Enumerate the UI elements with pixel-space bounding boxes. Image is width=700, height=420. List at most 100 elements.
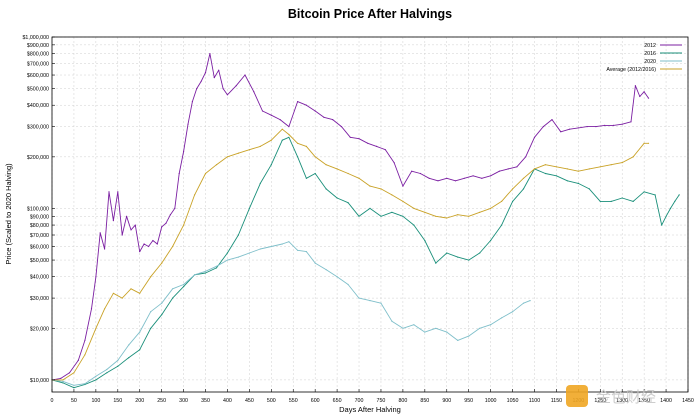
data-point [501, 224, 503, 226]
data-point [468, 215, 470, 217]
data-point [259, 248, 261, 250]
data-point [402, 327, 404, 329]
data-point [380, 215, 382, 217]
data-point [297, 156, 299, 158]
y-tick-label: $10,000 [30, 378, 49, 384]
data-point [314, 156, 316, 158]
data-point [281, 139, 283, 141]
data-point [380, 302, 382, 304]
data-point [90, 308, 93, 310]
data-point [248, 149, 250, 151]
data-point [305, 177, 307, 179]
data-point [73, 384, 75, 386]
data-point [632, 156, 634, 158]
data-point [84, 383, 86, 385]
data-point [204, 172, 207, 175]
data-point [104, 248, 106, 250]
data-point [424, 239, 426, 242]
series-line [52, 128, 649, 381]
series-lines [51, 53, 680, 389]
legend-label: 2012 [644, 43, 656, 49]
y-axis-ticks: $10,000 $20,000 $30,000 $40,000 $50,000 $60,0… [22, 35, 55, 384]
data-point [161, 314, 163, 316]
data-point [288, 133, 290, 136]
data-point [560, 131, 562, 133]
data-point [632, 200, 634, 202]
data-point [479, 327, 481, 329]
data-point [533, 168, 536, 170]
data-point [349, 136, 351, 138]
data-point [604, 124, 606, 126]
data-point [237, 152, 239, 154]
data-point [139, 292, 141, 294]
x-tick-label: 1150 [551, 398, 562, 404]
data-point [297, 249, 299, 251]
data-point [511, 311, 514, 313]
data-point [139, 349, 141, 351]
data-point [498, 170, 500, 172]
data-point [511, 200, 514, 202]
data-point [126, 215, 128, 217]
series-line [51, 136, 680, 389]
data-point [481, 177, 483, 179]
data-point [73, 372, 75, 374]
watermark-logo-icon [566, 385, 588, 407]
data-point [332, 119, 334, 121]
data-point [555, 166, 558, 168]
data-point [314, 172, 316, 175]
y-tick-label: $70,000 [30, 233, 49, 239]
data-point [391, 320, 393, 322]
data-point [95, 375, 97, 377]
data-point [555, 175, 558, 177]
data-point [108, 191, 110, 193]
data-point [117, 365, 119, 367]
data-point [95, 276, 97, 278]
x-tick-label: 0 [51, 398, 54, 404]
data-point [161, 302, 163, 304]
data-point [369, 207, 371, 209]
data-point [542, 126, 544, 128]
data-point [413, 324, 415, 326]
data-point [533, 136, 536, 138]
x-tick-label: 350 [201, 398, 210, 404]
legend-label: Average (2012/2016) [606, 67, 656, 73]
data-point [367, 142, 369, 144]
data-point [522, 302, 525, 304]
data-point [194, 274, 196, 276]
data-point [194, 194, 196, 196]
data-point [522, 188, 525, 190]
data-point [270, 245, 272, 248]
data-point [654, 194, 656, 196]
grid [51, 36, 689, 392]
data-point [226, 252, 228, 254]
data-point [376, 145, 378, 147]
data-point [490, 239, 492, 242]
data-point [150, 327, 152, 329]
y-tick-label: $900,000 [27, 43, 49, 49]
x-tick-label: 400 [223, 398, 232, 404]
y-tick-label: $100,000 [27, 206, 49, 212]
data-point [112, 292, 114, 294]
data-point [402, 185, 404, 187]
data-point [325, 164, 327, 166]
data-point [178, 172, 180, 175]
data-point [270, 139, 272, 141]
data-point [391, 194, 393, 196]
data-point [200, 80, 202, 83]
data-point [288, 126, 290, 128]
data-point [259, 182, 261, 184]
data-point [121, 297, 123, 299]
x-tick-label: 950 [464, 398, 473, 404]
data-point [516, 166, 518, 168]
data-point [237, 256, 239, 258]
data-point [612, 124, 615, 126]
data-point [226, 156, 228, 158]
data-point [358, 177, 360, 179]
data-point [490, 175, 492, 177]
data-point [248, 252, 250, 254]
data-point [437, 180, 439, 182]
x-tick-label: 200 [135, 398, 144, 404]
data-point [305, 251, 307, 253]
data-point [358, 215, 360, 217]
